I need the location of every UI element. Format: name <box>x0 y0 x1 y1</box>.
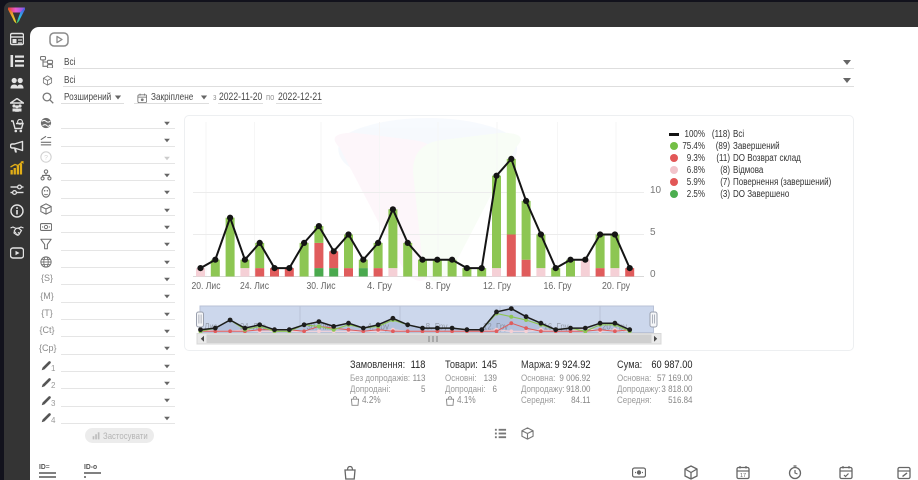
svg-text:17: 17 <box>740 473 746 479</box>
svg-text:30. Лис: 30. Лис <box>307 281 336 292</box>
svg-text:12. Гру: 12. Гру <box>483 322 508 332</box>
svg-text:20. Гру: 20. Гру <box>602 281 630 292</box>
svg-text:16. Гру: 16. Гру <box>544 281 572 292</box>
svg-text:16. Гру: 16. Гру <box>544 322 569 332</box>
svg-text:24. Лис: 24. Лис <box>240 281 269 292</box>
svg-text:4. Гру: 4. Гру <box>367 281 392 292</box>
svg-text:0: 0 <box>650 269 656 280</box>
svg-text:10: 10 <box>650 185 662 196</box>
svg-text:5: 5 <box>650 227 656 238</box>
svg-text:20. Лис: 20. Лис <box>192 322 218 332</box>
svg-text:12. Гру: 12. Гру <box>483 281 511 292</box>
svg-text:?: ? <box>44 155 48 162</box>
svg-text:8. Гру: 8. Гру <box>426 281 451 292</box>
svg-text:20. Лис: 20. Лис <box>192 281 221 292</box>
